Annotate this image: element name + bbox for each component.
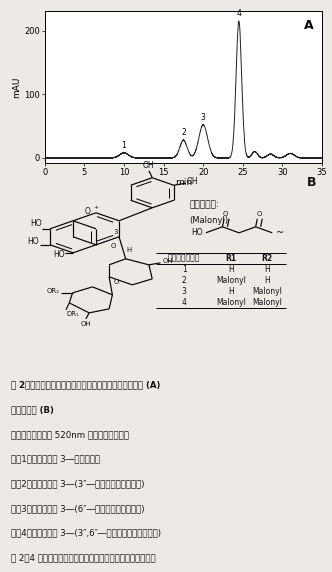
Text: O: O <box>223 211 228 217</box>
Text: OH: OH <box>162 258 173 264</box>
Text: H: H <box>228 265 234 274</box>
X-axis label: min: min <box>175 178 192 187</box>
Text: HO: HO <box>27 237 39 247</box>
Y-axis label: mAU: mAU <box>12 77 22 98</box>
Text: 3: 3 <box>201 113 206 122</box>
Text: 1: 1 <box>182 265 187 274</box>
Text: R1: R1 <box>225 254 236 263</box>
Text: DR₁: DR₁ <box>66 311 79 317</box>
Text: マロニル基:: マロニル基: <box>189 200 219 209</box>
Text: 3: 3 <box>182 287 187 296</box>
Text: 2：シアニジン 3―(3″―マロニルグルコシド): 2：シアニジン 3―(3″―マロニルグルコシド) <box>12 479 145 488</box>
Text: OH: OH <box>81 321 91 327</box>
Text: 図 2　ダイシモチ穀粒アントシアニンのクロマトグラム (A): 図 2 ダイシモチ穀粒アントシアニンのクロマトグラム (A) <box>12 380 161 390</box>
Text: 1: 1 <box>122 141 126 150</box>
Text: 2: 2 <box>181 128 186 137</box>
Text: B: B <box>307 176 317 189</box>
Text: O: O <box>256 211 262 217</box>
Text: (Malonyl): (Malonyl) <box>189 216 228 225</box>
Text: A: A <box>304 19 314 32</box>
Text: 3：シアニジン 3―(6″―マロニルグルコシド): 3：シアニジン 3―(6″―マロニルグルコシド) <box>12 504 145 513</box>
Text: アントシアニン: アントシアニン <box>168 254 201 263</box>
Text: H: H <box>228 287 234 296</box>
Text: 2: 2 <box>182 276 187 285</box>
Text: 3: 3 <box>114 229 118 235</box>
Text: HO: HO <box>30 219 42 228</box>
Text: H: H <box>126 247 131 253</box>
Text: HO: HO <box>53 251 65 259</box>
Text: O: O <box>85 207 91 216</box>
Text: Malonyl: Malonyl <box>252 298 282 307</box>
Text: ~: ~ <box>276 228 284 238</box>
Text: Malonyl: Malonyl <box>216 298 246 307</box>
Text: と化学構造 (B): と化学構造 (B) <box>12 405 54 414</box>
Text: 1：シアニジン 3―グルコシド: 1：シアニジン 3―グルコシド <box>12 455 101 463</box>
Text: H: H <box>264 265 270 274</box>
Text: O: O <box>110 243 116 249</box>
Text: O: O <box>114 279 120 285</box>
Text: 2～4 を総称してシアニジンマロニルグルコシドと呼ぶ。: 2～4 を総称してシアニジンマロニルグルコシドと呼ぶ。 <box>12 553 156 562</box>
Text: OH: OH <box>143 161 155 170</box>
Text: 4：シアニジン 3―(3″,6″―ジマロニルグルコシド): 4：シアニジン 3―(3″,6″―ジマロニルグルコシド) <box>12 529 161 538</box>
Text: ピークの検出は 520nm の吸光度による。: ピークの検出は 520nm の吸光度による。 <box>12 430 129 439</box>
Text: Malonyl: Malonyl <box>252 287 282 296</box>
Text: OR₂: OR₂ <box>46 288 59 294</box>
Text: H: H <box>264 276 270 285</box>
Text: +: + <box>94 205 99 210</box>
Text: HO: HO <box>191 228 203 237</box>
Text: Malonyl: Malonyl <box>216 276 246 285</box>
Text: 4: 4 <box>182 298 187 307</box>
Text: 4: 4 <box>236 9 241 18</box>
Text: R2: R2 <box>262 254 273 263</box>
Text: OH: OH <box>187 177 199 186</box>
